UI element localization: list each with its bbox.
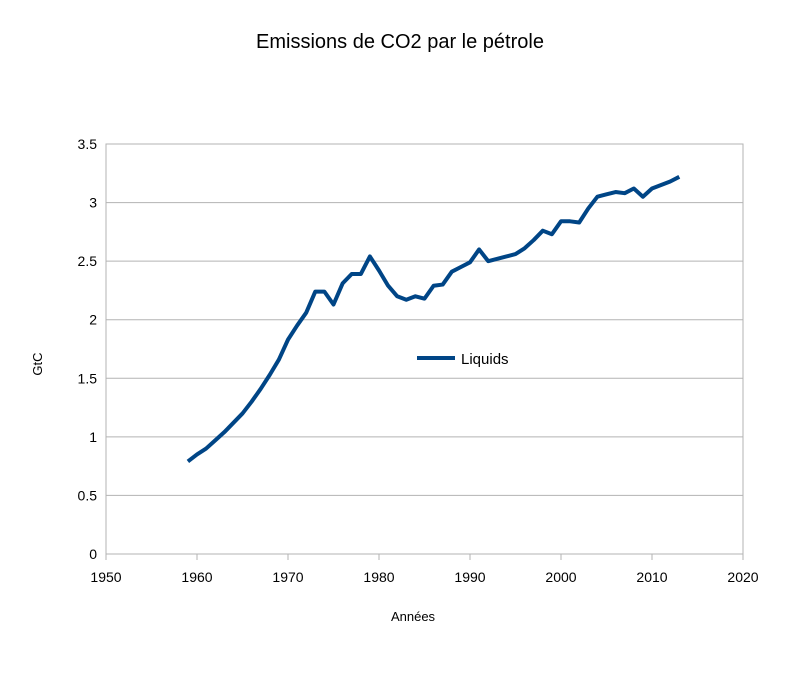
series-layer [186, 175, 681, 464]
x-tick-label: 2020 [727, 569, 758, 585]
x-tick-label: 1970 [272, 569, 303, 585]
legend: Liquids [417, 351, 509, 368]
y-axis-ticks: 0 0.5 1 1.5 2 2.5 3 3.5 [78, 136, 98, 562]
legend-label-liquids: Liquids [461, 351, 509, 368]
y-tick-label: 3.5 [78, 136, 98, 152]
x-axis-title: Années [391, 609, 436, 624]
y-tick-label: 0 [89, 546, 97, 562]
chart-title: Emissions de CO2 par le pétrole [256, 31, 544, 53]
series-line-liquids [186, 175, 681, 464]
x-tick-label: 1960 [181, 569, 212, 585]
plot-area [105, 143, 744, 555]
y-tick-label: 0.5 [78, 487, 98, 503]
y-tick-label: 3 [89, 195, 97, 211]
x-tick-label: 1950 [90, 569, 121, 585]
y-axis-title: GtC [30, 352, 45, 375]
y-tick-label: 1 [89, 429, 97, 445]
gridlines [106, 143, 743, 555]
x-tick-label: 2000 [545, 569, 576, 585]
y-tick-label: 1.5 [78, 370, 98, 386]
x-tick-label: 2010 [636, 569, 667, 585]
x-axis-ticks: 1950 1960 1970 1980 1990 2000 2010 2020 [90, 554, 759, 585]
y-tick-label: 2 [89, 312, 97, 328]
x-tick-label: 1990 [454, 569, 485, 585]
y-tick-label: 2.5 [78, 253, 98, 269]
x-tick-label: 1980 [363, 569, 394, 585]
